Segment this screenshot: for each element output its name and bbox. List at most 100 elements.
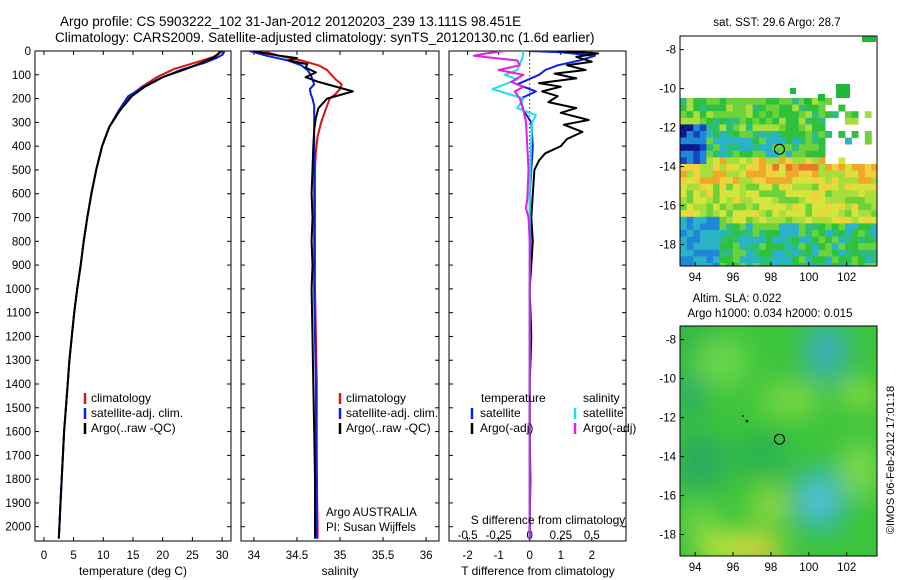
sst-cell — [779, 157, 786, 165]
sst-cell — [805, 223, 813, 231]
sst-cell — [713, 111, 720, 119]
sst-cell — [871, 164, 877, 171]
sst-cell — [825, 190, 833, 198]
sst-cell — [818, 94, 825, 101]
sst-cell — [851, 111, 859, 119]
sst-cell — [732, 111, 740, 119]
sst-cell — [739, 104, 747, 112]
sst-cell — [831, 223, 839, 231]
sst-cell — [785, 203, 793, 211]
sst-cell — [779, 263, 786, 266]
sst-cell — [818, 263, 826, 266]
sst-cell — [831, 164, 839, 171]
sst-cell — [686, 98, 694, 105]
sst-cell — [864, 236, 872, 244]
sst-cell — [798, 124, 806, 132]
sst-cell — [812, 150, 819, 158]
sst-cell — [752, 190, 760, 198]
sst-cell — [825, 256, 833, 264]
sst-cell — [699, 216, 707, 224]
sst-cell — [686, 170, 694, 178]
sst-cell — [746, 243, 753, 251]
sst-cell — [719, 137, 727, 145]
sst-cell — [805, 124, 813, 132]
sst-cell — [798, 256, 806, 264]
sst-cell — [739, 197, 747, 204]
sst-cell — [726, 111, 734, 119]
sst-cell — [713, 177, 720, 185]
sst-cell — [818, 203, 826, 211]
sst-cell — [752, 117, 760, 125]
sst-cell — [752, 124, 760, 132]
sst-cell — [871, 190, 877, 198]
sst-cell — [805, 216, 813, 224]
sst-cell — [706, 170, 714, 178]
sst-cell — [686, 164, 694, 171]
difference-x2label: S difference from climatology — [471, 513, 626, 527]
sst-cell — [759, 137, 767, 145]
sst-cell — [732, 249, 740, 257]
sst-cell — [785, 263, 793, 266]
sst-cell — [726, 243, 734, 251]
sst-cell — [752, 256, 760, 264]
sst-cell — [699, 144, 707, 152]
sst-cell — [818, 164, 826, 171]
sst-cell — [792, 164, 800, 171]
sst-cell — [792, 210, 800, 218]
sst-cell — [825, 177, 833, 185]
sst-cell — [699, 203, 707, 211]
sst-cell — [693, 157, 701, 165]
sst-cell — [693, 243, 701, 251]
sst-cell — [785, 197, 793, 204]
map-x-tick-label: 98 — [765, 562, 778, 574]
sst-cell — [818, 124, 826, 132]
depth-tick-label: 1500 — [5, 403, 31, 415]
sst-cell — [686, 124, 694, 132]
sst-cell — [719, 131, 727, 138]
sst-cell — [726, 98, 734, 105]
sst-cell — [838, 249, 846, 257]
sst-cell — [699, 256, 707, 264]
sst-cell — [765, 183, 773, 191]
sst-cell — [752, 243, 760, 251]
sst-cell — [693, 150, 701, 158]
sst-cell — [713, 131, 720, 138]
sst-cell — [772, 203, 780, 211]
sst-cell — [871, 197, 877, 204]
sst-cell — [858, 177, 866, 185]
sst-cell — [699, 197, 707, 204]
sst-cell — [785, 164, 793, 171]
sst-cell — [706, 124, 714, 132]
sst-cell — [831, 249, 839, 257]
profile-line-argo-raw-qc- — [253, 51, 354, 539]
sst-cell — [699, 124, 707, 132]
sst-cell — [759, 124, 767, 132]
sst-cell — [699, 98, 707, 105]
sst-cell — [765, 170, 773, 178]
sst-cell — [746, 164, 753, 171]
sst-cell — [759, 210, 767, 218]
sst-cell — [792, 98, 800, 105]
sst-cell — [864, 111, 872, 119]
sst-cell — [746, 117, 753, 125]
sst-cell — [765, 190, 773, 198]
map-x-tick-label: 94 — [689, 272, 702, 284]
sst-cell — [739, 243, 747, 251]
s-diff-tick-label: -0.5 — [458, 530, 478, 542]
sst-cell — [693, 170, 701, 178]
salinity-difference-axis: -0.5 -0.25 0 0.25 0.5 — [458, 530, 600, 542]
sst-cell — [686, 150, 694, 158]
sst-cell — [779, 256, 786, 264]
sst-cell — [785, 144, 793, 152]
sst-cell — [798, 111, 806, 119]
sst-cell — [851, 243, 859, 251]
map-y-tick-label: -14 — [659, 162, 676, 174]
sst-cell — [719, 263, 727, 266]
temperature-xlabel: temperature (deg C) — [79, 564, 187, 578]
sst-cell — [686, 223, 694, 231]
sst-cell — [779, 243, 786, 251]
sst-cell — [699, 117, 707, 125]
sst-cell — [686, 117, 694, 125]
sst-cell — [765, 157, 773, 165]
sst-cell — [858, 190, 866, 198]
